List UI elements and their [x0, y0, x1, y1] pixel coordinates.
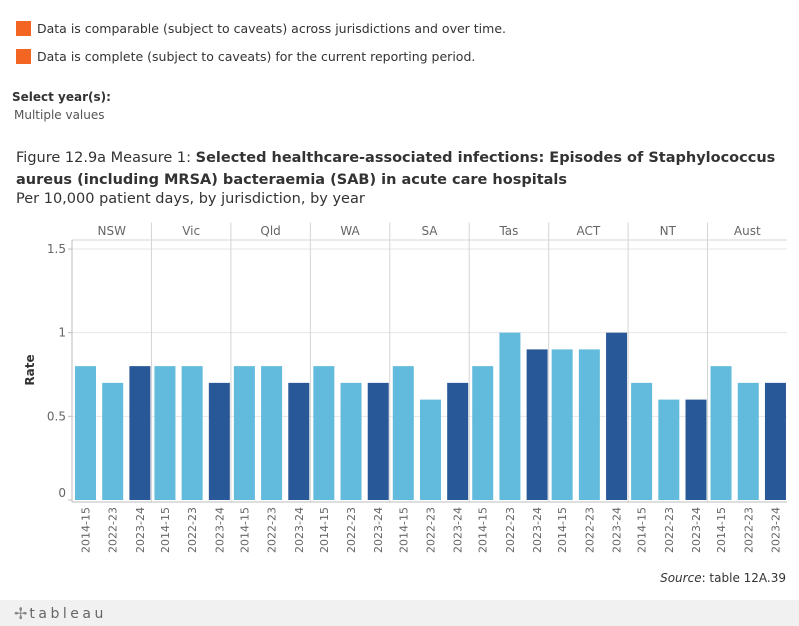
group-header-vic: Vic — [182, 224, 200, 238]
bar-aust-2022-23 — [737, 382, 759, 500]
figure-title: Figure 12.9a Measure 1: Selected healthc… — [16, 147, 776, 191]
bar-act-2022-23 — [578, 349, 600, 500]
x-tick-label: 2014-15 — [556, 507, 569, 553]
bar-nsw-2023-24 — [129, 366, 151, 500]
year-filter-value[interactable]: Multiple values — [14, 108, 105, 122]
legend-swatch-comparable — [16, 21, 31, 36]
bar-wa-2022-23 — [340, 382, 362, 500]
bar-qld-2014-15 — [233, 366, 255, 500]
bar-wa-2023-24 — [367, 382, 389, 500]
bar-vic-2014-15 — [154, 366, 176, 500]
x-tick-label: 2023-24 — [372, 507, 385, 553]
y-tick-label: 1.5 — [47, 242, 66, 256]
bar-nsw-2022-23 — [102, 382, 124, 500]
bar-vic-2022-23 — [181, 366, 203, 500]
x-tick-label: 2023-24 — [293, 507, 306, 553]
x-tick-label: 2023-24 — [690, 507, 703, 553]
bar-sa-2014-15 — [392, 366, 414, 500]
bar-tas-2022-23 — [499, 332, 521, 500]
group-header-qld: Qld — [260, 224, 280, 238]
figure-subtitle: Per 10,000 patient days, by jurisdiction… — [16, 191, 365, 207]
y-tick-label: 0 — [58, 486, 66, 500]
bar-qld-2023-24 — [288, 382, 310, 500]
x-tick-label: 2023-24 — [134, 507, 147, 553]
legend-label-complete: Data is complete (subject to caveats) fo… — [37, 49, 476, 64]
bar-aust-2023-24 — [764, 382, 786, 500]
bar-vic-2023-24 — [208, 382, 230, 500]
source-text: : table 12A.39 — [701, 571, 786, 585]
legend-label-comparable: Data is comparable (subject to caveats) … — [37, 21, 506, 36]
x-tick-label: 2014-15 — [477, 507, 490, 553]
group-header-nt: NT — [660, 224, 677, 238]
x-tick-label: 2014-15 — [159, 507, 172, 553]
bar-nt-2014-15 — [631, 382, 653, 500]
x-tick-label: 2022-23 — [266, 507, 279, 553]
x-tick-label: 2022-23 — [663, 507, 676, 553]
y-axis-title: Rate — [23, 354, 37, 385]
bar-tas-2014-15 — [472, 366, 494, 500]
x-tick-label: 2022-23 — [742, 507, 755, 553]
year-filter-label: Select year(s): — [12, 90, 111, 104]
x-tick-label: 2022-23 — [583, 507, 596, 553]
bar-tas-2023-24 — [526, 349, 548, 500]
legend-item-complete: Data is complete (subject to caveats) fo… — [16, 49, 475, 64]
bar-act-2023-24 — [606, 332, 628, 500]
x-tick-label: 2014-15 — [397, 507, 410, 553]
bar-nt-2022-23 — [658, 399, 680, 500]
x-tick-label: 2023-24 — [452, 507, 465, 553]
bar-nsw-2014-15 — [75, 366, 96, 500]
x-tick-label: 2023-24 — [531, 507, 544, 553]
bar-sa-2023-24 — [447, 382, 469, 500]
x-tick-label: 2022-23 — [345, 507, 358, 553]
y-tick-label: 1 — [58, 326, 66, 340]
x-tick-label: 2014-15 — [715, 507, 728, 553]
x-tick-label: 2014-15 — [636, 507, 649, 553]
x-tick-label: 2022-23 — [186, 507, 199, 553]
bar-aust-2014-15 — [710, 366, 732, 500]
tableau-logo[interactable]: ✢ tableau — [14, 604, 107, 623]
source-label: Source — [660, 571, 702, 585]
group-header-tas: Tas — [498, 224, 518, 238]
tableau-plus-icon: ✢ — [14, 604, 28, 623]
footer-bar — [0, 600, 799, 626]
x-tick-label: 2022-23 — [107, 507, 120, 553]
x-tick-label: 2023-24 — [213, 507, 226, 553]
group-header-nsw: NSW — [97, 224, 126, 238]
figure-title-bold: Selected healthcare-associated infection… — [16, 150, 776, 188]
legend-swatch-complete — [16, 49, 31, 64]
x-tick-label: 2022-23 — [504, 507, 517, 553]
bar-qld-2022-23 — [261, 366, 283, 500]
bar-nt-2023-24 — [685, 399, 707, 500]
bar-sa-2022-23 — [419, 399, 441, 500]
figure-title-prefix: Figure 12.9a Measure 1: — [16, 150, 196, 166]
group-header-sa: SA — [421, 224, 438, 238]
y-tick-label: 0.5 — [47, 409, 66, 423]
bar-wa-2014-15 — [313, 366, 335, 500]
x-tick-label: 2022-23 — [424, 507, 437, 553]
bar-chart: NSW 2014-15 2022-23 2023-24 Vic 2014-15 2022-2… — [23, 221, 787, 553]
legend-item-comparable: Data is comparable (subject to caveats) … — [16, 21, 506, 36]
x-tick-label: 2023-24 — [769, 507, 782, 553]
group-header-aust: Aust — [734, 224, 761, 238]
x-tick-label: 2023-24 — [611, 507, 624, 553]
x-tick-label: 2014-15 — [318, 507, 331, 553]
group-header-wa: WA — [340, 224, 360, 238]
tableau-brand-text: tableau — [29, 605, 107, 622]
bar-act-2014-15 — [551, 349, 573, 500]
x-tick-label: 2014-15 — [238, 507, 251, 553]
x-tick-label: 2014-15 — [80, 507, 93, 553]
group-header-act: ACT — [577, 224, 601, 238]
source-note: Source: table 12A.39 — [660, 571, 786, 585]
